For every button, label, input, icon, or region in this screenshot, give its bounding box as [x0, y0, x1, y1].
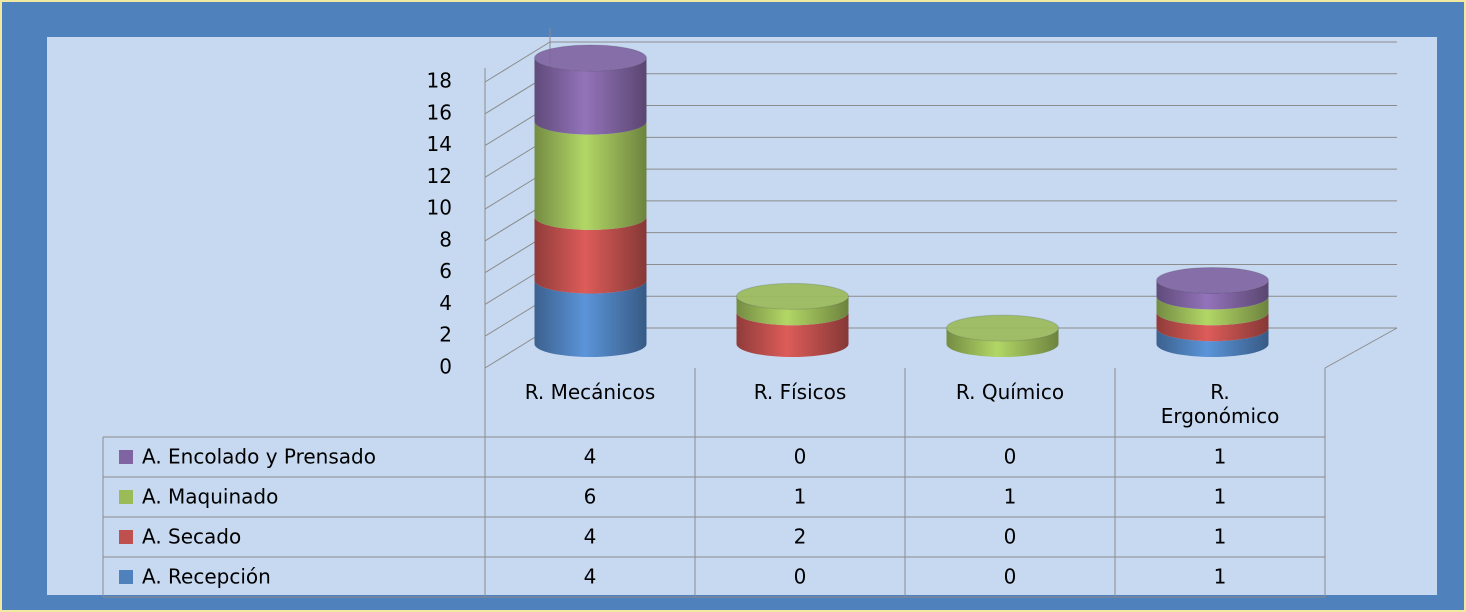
y-tick-label: 10 [427, 196, 452, 220]
legend-label: A. Secado [142, 525, 241, 549]
y-tick-label: 8 [439, 227, 452, 251]
cylinder-top [1156, 266, 1269, 294]
x-tick-label: R. Químico [955, 380, 1065, 404]
cylinder-top [736, 282, 849, 310]
table-value: 1 [1214, 565, 1227, 589]
y-tick-label: 14 [427, 132, 452, 156]
cylinder-segment [1156, 296, 1269, 326]
legend-swatch [119, 490, 133, 504]
table-value: 1 [1004, 485, 1017, 509]
y-tick-label: 2 [439, 323, 452, 347]
x-tick-label: R. Mecánicos [524, 380, 656, 404]
y-tick-label: 16 [427, 100, 452, 124]
legend-swatch [119, 450, 133, 464]
y-tick-label: 12 [427, 164, 452, 188]
table-value: 0 [794, 565, 807, 589]
legend-label: A. Maquinado [142, 485, 278, 509]
table-value: 1 [1214, 485, 1227, 509]
table-value: 1 [794, 485, 807, 509]
cylinder-segment [736, 312, 849, 358]
table-value: 0 [1004, 445, 1017, 469]
cylinder-segment [1156, 280, 1269, 310]
table-value: 0 [1004, 525, 1017, 549]
grid-line [484, 41, 1397, 83]
cylinder-segment [534, 216, 647, 294]
x-tick-label: R. Físicos [753, 380, 847, 404]
table-value: 4 [584, 565, 597, 589]
legend-label: A. Encolado y Prensado [142, 445, 376, 469]
table-value: 1 [1214, 525, 1227, 549]
table-value: 4 [584, 445, 597, 469]
y-tick-label: 6 [439, 259, 452, 283]
axis-line [1324, 327, 1398, 369]
legend-label: A. Recepción [142, 565, 271, 589]
y-tick-label: 0 [439, 355, 452, 379]
table-value: 2 [794, 525, 807, 549]
cylinder-segment [736, 296, 849, 326]
cylinder-top [534, 44, 647, 72]
cylinder-segment [1156, 328, 1269, 358]
table-value: 0 [1004, 565, 1017, 589]
legend-swatch [119, 570, 133, 584]
table-value: 1 [1214, 445, 1227, 469]
cylinder-top [946, 314, 1059, 342]
y-tick-label: 4 [439, 291, 452, 315]
legend-swatch [119, 530, 133, 544]
table-value: 6 [584, 485, 597, 509]
cylinder-segment [1156, 312, 1269, 342]
y-tick-label: 18 [427, 69, 452, 93]
cylinder-segment [534, 280, 647, 358]
cylinder-segment [946, 328, 1059, 358]
cylinder-segment [534, 121, 647, 230]
table-value: 4 [584, 525, 597, 549]
table-value: 0 [794, 445, 807, 469]
cylinder-segment [534, 58, 647, 135]
x-tick-label: R. Ergonómico [1160, 380, 1280, 428]
